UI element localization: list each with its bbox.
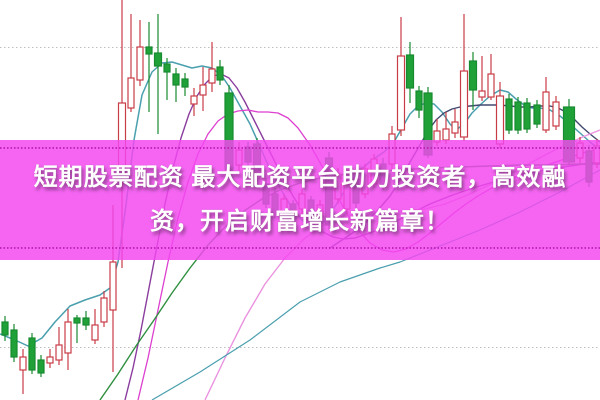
banner-dotted-line-bottom bbox=[0, 247, 600, 249]
banner-dotted-line-top bbox=[0, 147, 600, 149]
promo-line-2: 资，开启财富增长新篇章！ bbox=[150, 208, 450, 235]
promo-banner[interactable]: 短期股票配资 最大配资平台助力投资者，高效融 资，开启财富增长新篇章！ bbox=[0, 140, 600, 260]
promo-line-1: 短期股票配资 最大配资平台助力投资者，高效融 bbox=[33, 164, 567, 191]
